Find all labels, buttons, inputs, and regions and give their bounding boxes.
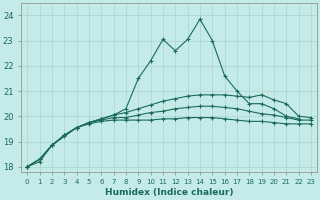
X-axis label: Humidex (Indice chaleur): Humidex (Indice chaleur)	[105, 188, 233, 197]
